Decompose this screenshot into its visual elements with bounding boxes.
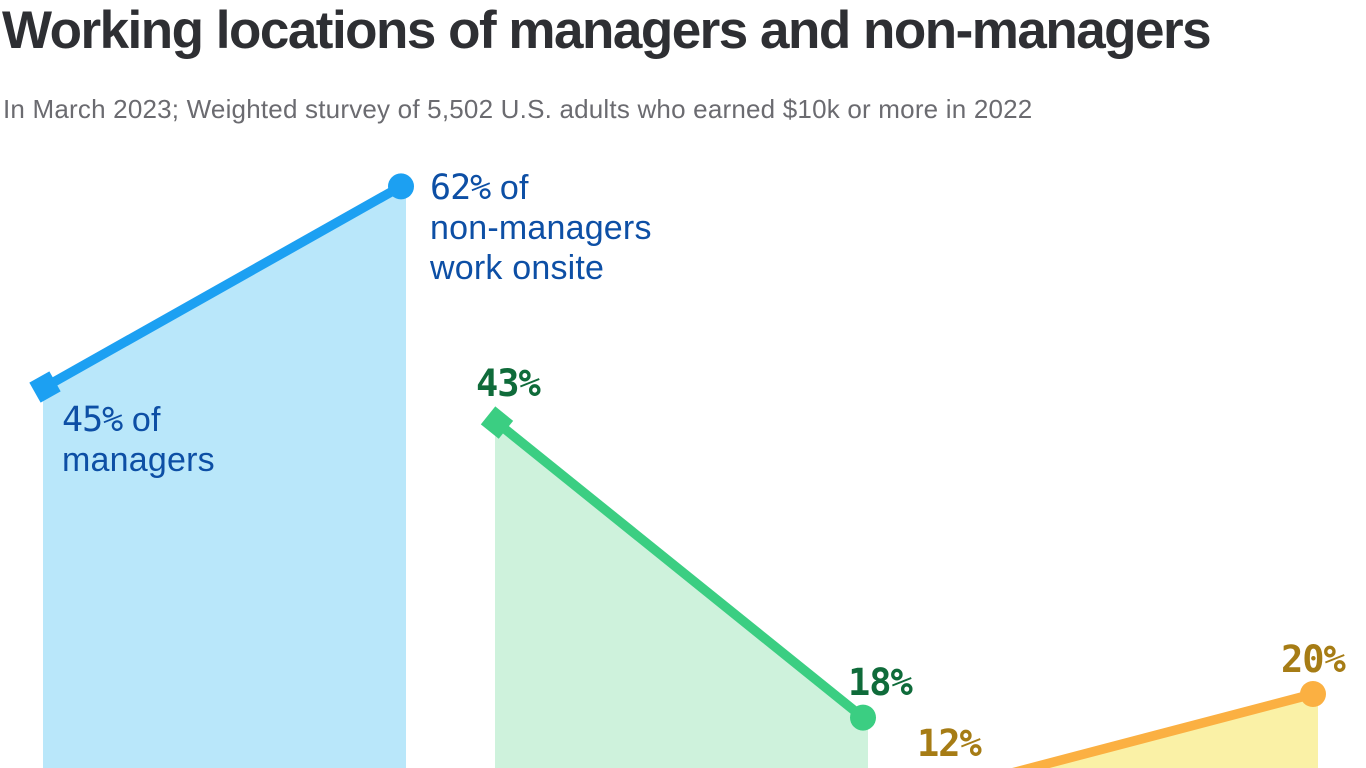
series-green-start-marker (480, 406, 514, 439)
series-green-end-value-label: 18% (848, 661, 913, 704)
onsite-area (43, 183, 406, 768)
series-green-end-marker (850, 704, 876, 731)
onsite-start-annotation: 45% of managers (62, 400, 215, 480)
series-green-area (495, 420, 868, 768)
onsite-start-annotation-text: managers (62, 441, 215, 479)
onsite-start-marker (29, 371, 61, 403)
onsite-line (42, 182, 404, 392)
onsite-end-annotation-text: of (490, 169, 529, 207)
onsite-end-annotation: 62% of non-managers work onsite (430, 168, 652, 288)
series-green-line (494, 418, 866, 722)
onsite-end-annotation-text: non-managers (430, 209, 652, 247)
onsite-end-annotation-value: 62% (430, 168, 491, 208)
series-green-start-value-label: 43% (476, 362, 541, 405)
chart-subtitle: In March 2023; Weighted sturvey of 5,502… (3, 94, 1033, 124)
series-yellow-end-value-label: 20% (1281, 638, 1346, 681)
series-yellow-end-marker (1300, 681, 1326, 707)
onsite-end-annotation-text: work onsite (430, 249, 605, 287)
onsite-end-marker (388, 173, 414, 200)
chart-title: Working locations of managers and non-ma… (2, 1, 1212, 60)
series-yellow-line (1012, 689, 1315, 768)
onsite-start-annotation-value: 45% (62, 400, 123, 440)
series-yellow-start-value-label: 12% (917, 722, 982, 765)
onsite-start-annotation-text: of (122, 401, 161, 439)
